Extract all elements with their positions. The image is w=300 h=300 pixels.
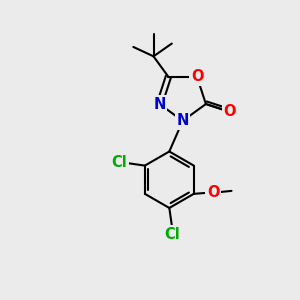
Text: Cl: Cl: [164, 226, 180, 242]
Text: O: O: [191, 69, 203, 84]
Text: O: O: [207, 185, 219, 200]
Text: O: O: [224, 104, 236, 119]
Text: N: N: [153, 97, 166, 112]
Text: N: N: [176, 113, 189, 128]
Text: Cl: Cl: [112, 155, 127, 170]
